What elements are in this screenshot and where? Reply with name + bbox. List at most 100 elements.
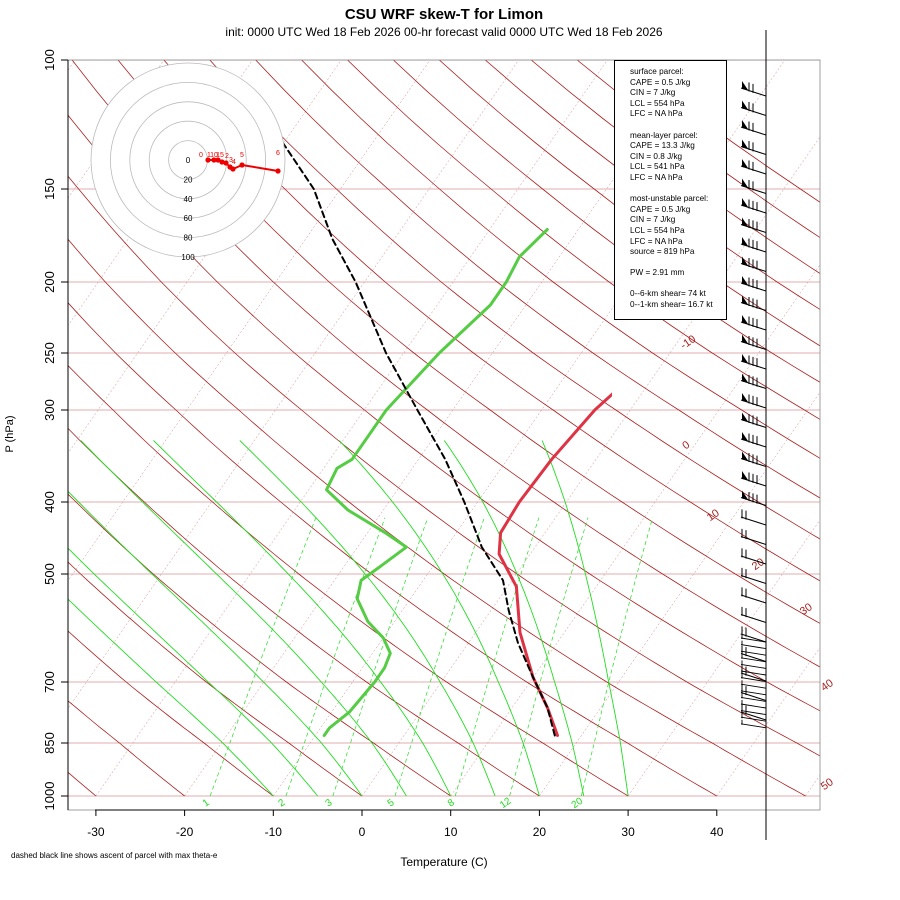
wind-barb: [740, 432, 767, 448]
wind-barb-pennant: [742, 412, 748, 422]
wind-barb: [740, 451, 767, 467]
isotherm-line: [627, 519, 820, 797]
x-tick-label: 30: [621, 825, 635, 839]
mu-lfc: LFC = NA hPa: [630, 236, 683, 246]
hodograph-point-label: 0: [199, 152, 203, 159]
wind-barb-shaft: [740, 637, 767, 643]
wind-barb-pennant: [742, 237, 748, 246]
hodograph-ring: [148, 120, 228, 200]
wind-barb-pennant: [742, 315, 748, 324]
isotherm-line: [273, 60, 786, 797]
isotherm-line: [95, 60, 608, 797]
wind-barb: [740, 587, 767, 604]
mu-source: source = 819 hPa: [630, 247, 695, 257]
dry-adiabat-line: [301, 60, 820, 459]
wind-barb-pennant: [742, 256, 748, 266]
wind-barb: [740, 393, 767, 409]
mixing-ratio-line: [394, 517, 485, 797]
dry-adiabat-line: [68, 302, 718, 797]
isotherm-line: [361, 136, 820, 797]
hodograph-point: [275, 168, 281, 174]
wind-barb-pennant: [742, 120, 748, 129]
wind-barb-pennant: [742, 432, 748, 441]
hodograph-ring: [129, 101, 247, 219]
isotherm-label: 20: [750, 556, 767, 573]
wind-barb: [740, 100, 767, 116]
wind-barb: [740, 626, 767, 643]
mu-cin: CIN = 7 J/kg: [630, 215, 676, 225]
dewpoint-profile-line: [322, 228, 549, 737]
mixing-ratio-label: 8: [446, 797, 457, 809]
isotherm-label: 30: [798, 601, 815, 618]
mixing-ratio-label: 20: [570, 795, 586, 811]
wind-barb: [740, 606, 767, 623]
surface-lfc: LFC = NA hPa: [630, 109, 683, 119]
wind-barb-shaft: [740, 670, 767, 676]
y-tick-label: 100: [42, 49, 57, 71]
wind-barb: [740, 159, 767, 175]
wind-barb-shaft: [740, 683, 767, 689]
wind-barb-pennant: [742, 451, 748, 461]
wind-barb-shaft: [740, 672, 767, 682]
hodograph-ring: [110, 82, 266, 238]
wind-barb-shaft: [740, 723, 767, 729]
wind-barb-shaft: [740, 711, 767, 721]
mean-lfc: LFC = NA hPa: [630, 172, 683, 182]
hodograph-ring-label: 100: [181, 253, 195, 262]
mixing-ratio-line: [332, 517, 429, 797]
mixing-ratio-label: 3: [324, 797, 335, 809]
x-tick-label: -10: [265, 825, 283, 839]
moist-adiabat-line: [68, 490, 363, 797]
isotherm-line: [184, 60, 697, 797]
moist-adiabat-line: [68, 547, 318, 797]
isotherm-label: 0: [680, 439, 692, 452]
chart-subtitle: init: 0000 UTC Wed 18 Feb 2026 00-hr for…: [225, 25, 663, 39]
mixing-ratio-label: 5: [386, 797, 397, 809]
dry-adiabat-line: [68, 630, 274, 797]
x-axis-label: Temperature (C): [400, 855, 488, 869]
wind-barb-shaft: [740, 653, 767, 662]
wind-barb: [740, 120, 767, 136]
hodograph-point-label: 2: [225, 153, 229, 160]
wind-barb-shaft: [740, 663, 767, 669]
wind-barb-shaft: [740, 644, 767, 650]
wind-barb: [740, 528, 767, 545]
wind-barb: [740, 295, 767, 311]
isotherm-label: -10: [678, 333, 698, 352]
moist-adiabat-line: [80, 440, 407, 797]
wind-barb-pennant: [742, 139, 748, 149]
wind-barb: [740, 276, 767, 292]
isotherm-line: [68, 60, 519, 709]
wind-barb-shaft: [740, 696, 767, 702]
wind-barb-pennant: [742, 81, 748, 90]
dry-adiabat-line: [68, 238, 806, 797]
x-tick-label: 0: [359, 825, 366, 839]
isotherm-label: 10: [705, 507, 722, 524]
wind-barb-shaft: [740, 677, 767, 683]
dry-adiabat-line: [347, 60, 820, 420]
x-tick-label: 20: [533, 825, 547, 839]
wind-barb: [740, 471, 767, 487]
wind-barb-shaft: [740, 650, 767, 656]
y-tick-label: 250: [42, 342, 57, 364]
wind-barb-shaft: [740, 710, 767, 716]
shear-0-6km: 0--6-km shear= 74 kt: [630, 289, 706, 299]
wind-barb-shaft: [740, 536, 767, 545]
hodograph-ring-label: 0: [186, 156, 191, 165]
surface-parcel-header: surface parcel:: [630, 67, 684, 76]
dry-adiabat-line: [68, 493, 451, 797]
wind-barb-pennant: [742, 198, 748, 207]
dry-adiabat-line: [68, 427, 540, 797]
hodograph-ring-label: 80: [184, 234, 193, 243]
hodograph-point: [223, 160, 229, 166]
hodograph-point-label: 10: [210, 152, 218, 159]
wind-barb-pennant: [742, 334, 748, 344]
hodograph-point-label: 15: [216, 152, 224, 159]
mixing-ratio-line: [509, 517, 589, 797]
mixing-ratio-label: 1: [201, 797, 212, 809]
isotherm-line: [716, 647, 820, 797]
y-tick-label: 850: [42, 732, 57, 754]
hodograph-ring-label: 60: [184, 214, 193, 223]
hodograph-point-label: 1: [207, 152, 211, 159]
dry-adiabat-line: [71, 60, 820, 668]
